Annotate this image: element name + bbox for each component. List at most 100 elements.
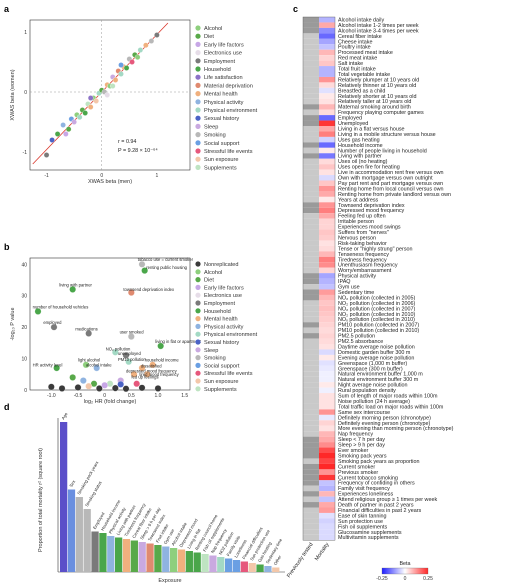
panel-a-legend-marker [195,107,201,113]
panel-c-row-label: Family visit frequency [338,486,390,492]
panel-b-label: b [4,242,10,252]
panel-c-row-label: Live in accommodation rent free versus o… [338,170,443,176]
panel-c-previously-tested-cell [303,240,319,246]
panel-c-row-label: Natural environment buffer 1,000 m [338,372,423,378]
panel-b-xtick: 1.0 [155,393,162,399]
panel-a-point [148,38,155,44]
panel-c-mortality-cell [319,76,335,83]
panel-c-previously-tested-cell [303,284,319,290]
panel-c-mortality-cell [319,262,335,268]
panel-c-mortality-cell [319,22,335,28]
panel-c-previously-tested-cell [303,251,319,257]
panel-c-previously-tested-cell [303,322,319,328]
panel-c-row-label: Nap frequency [338,432,373,438]
panel-c-mortality-cell [319,235,335,241]
panel-b-point [82,361,90,369]
panel-a-point [154,32,160,38]
panel-c-mortality-cell [319,344,335,350]
panel-c-row-label: Relatively thinner at 10 years old [338,83,416,89]
panel-c-mortality-cell [319,273,335,279]
panel-c-previously-tested-cell [303,60,319,67]
panel-b-point [93,364,101,372]
panel-a-legend-marker [195,25,201,31]
panel-c-row-label: NOₓ pollution (collected in 2010) [338,317,415,323]
panel-a-point [112,77,119,83]
panel-c-row-label: NO₂ pollution (collected in 2006) [338,301,416,307]
panel-a-legend-marker [195,148,201,154]
panel-b-legend-marker [195,386,201,392]
panel-a-ytick: 1 [24,30,27,36]
panel-c-previously-tested-cell [303,185,319,192]
panel-c-row-label: PM10 pollution (collected in 2007) [338,323,419,329]
panel-c-mortality-cell [319,305,335,312]
panel-c-previously-tested-cell [303,354,319,361]
panel-c-row-label: Gym use [338,285,360,291]
panel-c-row-label: Greenspace (300 m buffer) [338,366,403,372]
panel-b-xtick: 0 [103,393,106,399]
panel-b-point [69,374,77,381]
panel-c-row-label: Smoking pack years as proportion [338,459,420,465]
panel-c-mortality-cell [319,87,335,94]
panel-c-mortality-cell [319,158,335,165]
panel-c-row-label: Ever smoker [338,448,368,454]
panel-a-legend-marker [195,66,201,72]
panel-a-point [123,65,130,71]
panel-a-legend-marker [195,74,201,80]
panel-b-legend-marker [195,347,201,353]
panel-c-mortality-cell [319,529,335,535]
panel-c-mortality-cell [319,153,335,159]
panel-c-row-label: Glucosamine supplements [338,530,402,536]
panel-c-previously-tested-cell [303,202,319,208]
panel-c-previously-tested-cell [303,27,319,34]
panel-c-previously-tested-cell [303,398,319,404]
panel-a-points [43,32,160,158]
panel-c-row-label: Noise pollution (24 h average) [338,399,410,405]
panel-c-previously-tested-cell [303,115,319,121]
panel-c-row-label: Uses open fire for heating [338,165,400,171]
panel-c-previously-tested-cell [303,120,319,126]
panel-a-legend-label: Material deprivation [204,83,253,89]
panel-c-previously-tested-cell [303,425,319,432]
panel-b-legend-label: Diet [204,278,214,284]
panel-b-legend-label: Mental health [204,317,238,323]
panel-c-previously-tested-cell [303,420,319,426]
panel-c-row-label: Relatively plumper at 10 years old [338,77,419,83]
panel-c-row-label: Same sex intercourse [338,410,390,416]
panel-c-legend-tick: -0.25 [376,576,388,582]
panel-c-row-label: PM2.5 pollution [338,334,375,340]
panel-c-mortality-cell [319,180,335,186]
panel-c-mortality-cell [319,256,335,263]
panel-c-previously-tested-cell [303,469,319,475]
panel-c-previously-tested-cell [303,273,319,279]
panel-c-mortality-cell [319,245,335,252]
panel-c-row-label: Employed [338,116,362,122]
panel-c-row-label: Red meat intake [338,56,377,62]
panel-b-annotation: renting public housing [146,265,187,270]
panel-c-previously-tested-cell [303,169,319,176]
panel-a-legend-label: Employment [204,59,236,65]
panel-c-mortality-cell [319,33,335,39]
panel-c-mortality-cell [319,365,335,372]
panel-c-row-label: Tiredness frequency [338,257,387,263]
panel-b-xtick: 0.5 [128,393,135,399]
panel-c-previously-tested-cell [303,349,319,355]
panel-a-ylabel: XWAS beta (women) [10,69,16,120]
panel-c-mortality-cell [319,502,335,508]
panel-c-row-label: Pay part rent and part mortgage versus o… [338,181,443,187]
panel-b-point [69,286,77,293]
panel-c-row-label: Alcohol intake daily [338,17,384,23]
panel-c-row-label: Risk-taking behavior [338,241,387,247]
panel-a-guides [30,20,190,170]
panel-b-point [154,385,162,392]
panel-c-previously-tested-cell [303,463,319,470]
panel-c-previously-tested-cell [303,33,319,39]
panel-b-annotation: medications [75,326,97,331]
panel-c-previously-tested-cell [303,333,319,339]
panel-c-row-label: Financial difficulties in past 2 years [338,508,422,514]
panel-c-row-label: Uses oil (no heating) [338,159,388,165]
panel-b-ticks: -1.0 -0.5 0 0.5 1.0 1.5 0 10 20 30 40 [21,262,188,399]
panel-c-previously-tested-cell [303,371,319,377]
panel-a-legend-label: Social support [204,141,240,147]
panel-b-point [111,384,119,392]
panel-d-bar [75,497,83,572]
